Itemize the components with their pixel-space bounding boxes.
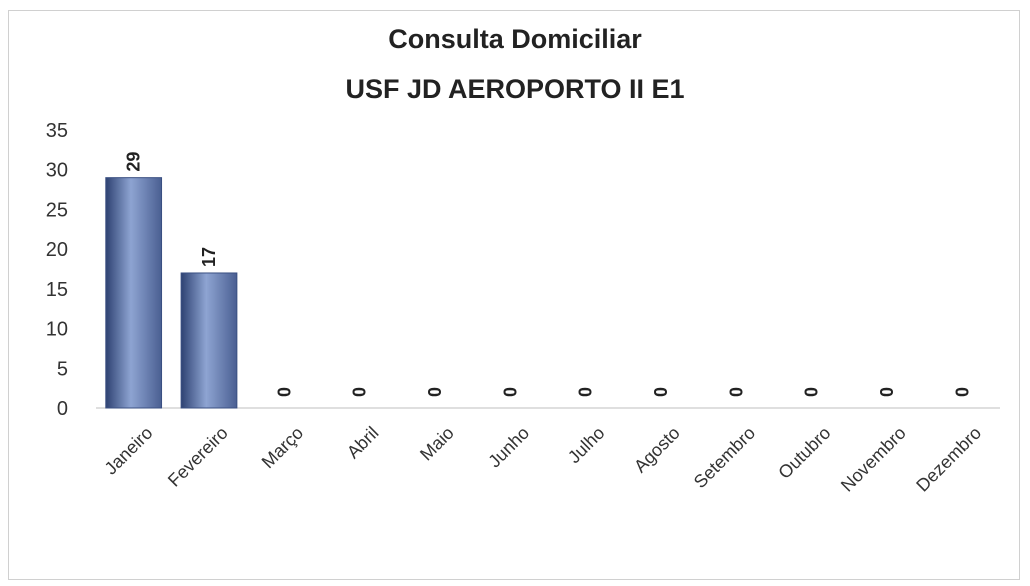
y-tick-label: 0 [57, 398, 68, 420]
bar [105, 177, 163, 409]
data-label: 0 [500, 387, 520, 397]
data-label: 0 [274, 387, 294, 397]
data-label: 0 [651, 387, 671, 397]
data-label: 0 [350, 387, 370, 397]
x-tick-label: Maio [416, 423, 458, 465]
y-tick-label: 30 [46, 160, 68, 182]
data-labels: 29 17 0 0 0 0 0 0 0 0 0 0 [124, 152, 973, 397]
x-tick-label: Novembro [837, 423, 910, 496]
x-tick-label: Abril [343, 423, 383, 463]
data-label: 0 [952, 387, 972, 397]
x-tick-label: Julho [564, 423, 609, 468]
data-label: 17 [199, 247, 219, 267]
data-label: 0 [877, 387, 897, 397]
y-tick-label: 10 [46, 319, 68, 341]
chart-frame [8, 10, 1020, 580]
y-tick-label: 35 [46, 120, 68, 142]
data-label: 0 [802, 387, 822, 397]
bar [180, 272, 238, 409]
data-label: 0 [576, 387, 596, 397]
y-tick-label: 15 [46, 279, 68, 301]
y-tick-label: 20 [46, 239, 68, 261]
x-tick-label: Março [258, 423, 308, 473]
chart-title: Consulta Domiciliar [388, 24, 642, 54]
category-labels: Janeiro Fevereiro Março Abril Maio Junho Julho… [101, 423, 986, 496]
y-tick-label: 5 [57, 358, 68, 380]
x-tick-label: Agosto [630, 423, 684, 477]
data-label: 0 [726, 387, 746, 397]
x-tick-label: Junho [484, 423, 533, 472]
y-tick-label: 25 [46, 199, 68, 221]
x-tick-label: Outubro [774, 423, 834, 483]
bars [105, 177, 238, 409]
x-tick-label: Janeiro [101, 423, 157, 479]
x-tick-label: Dezembro [912, 423, 985, 496]
x-tick-label: Fevereiro [164, 423, 232, 491]
data-label: 29 [124, 152, 144, 172]
y-axis-ticks: 0 5 10 15 20 25 30 35 [46, 120, 68, 420]
data-label: 0 [425, 387, 445, 397]
chart-subtitle: USF JD AEROPORTO II E1 [345, 74, 685, 104]
x-tick-label: Setembro [690, 423, 759, 492]
